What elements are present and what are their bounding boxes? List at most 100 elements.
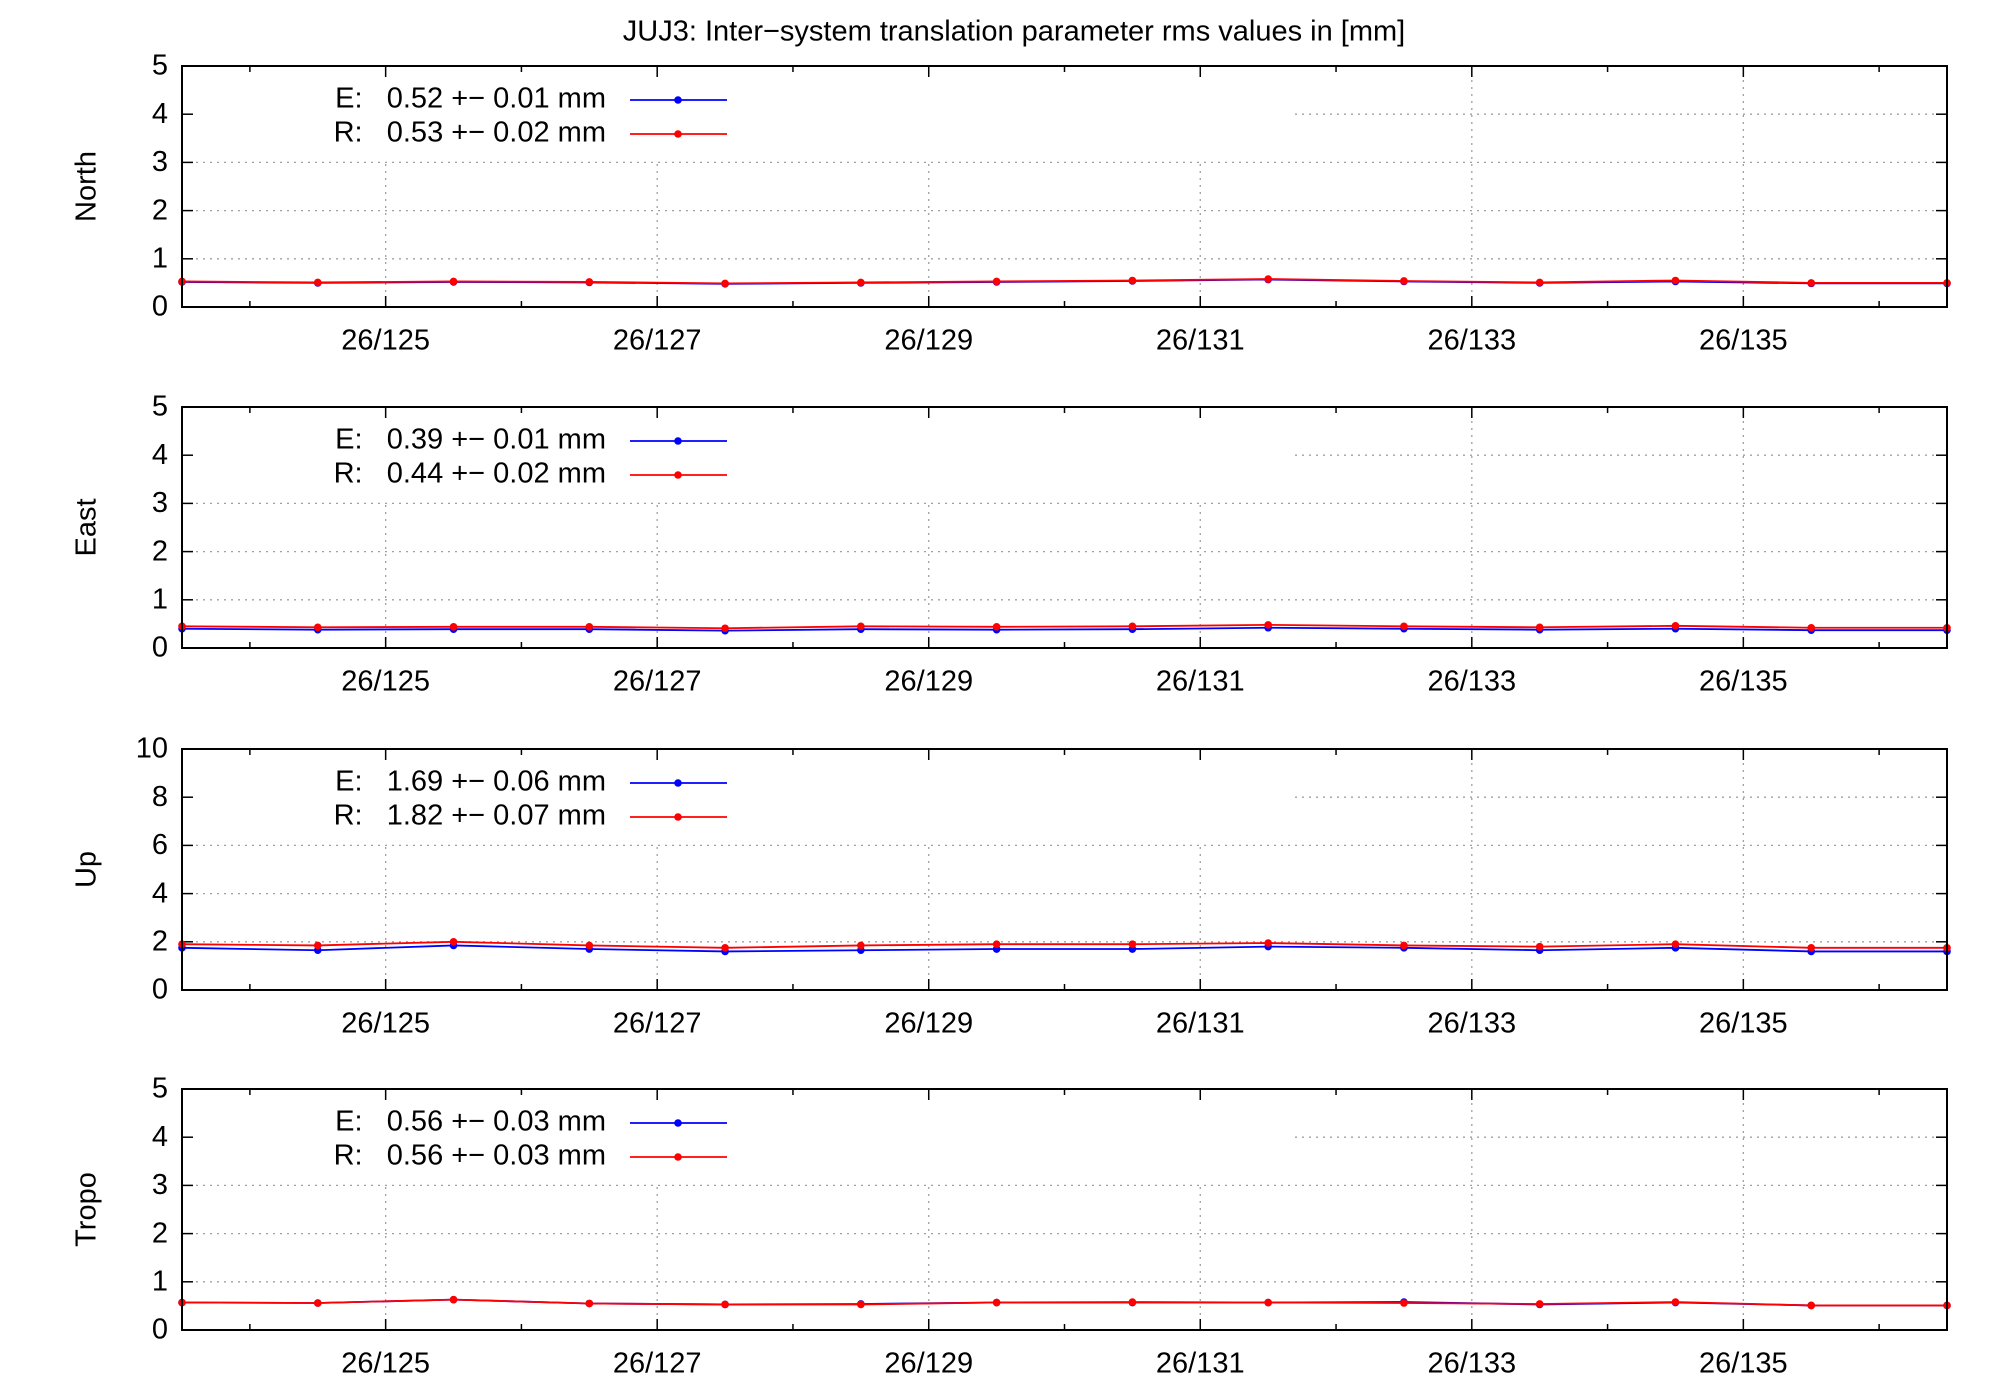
x-tick-label: 26/125 <box>341 1348 430 1380</box>
chart-title: JUJ3: Inter−system translation parameter… <box>623 16 1405 48</box>
x-tick-label: 26/127 <box>613 666 702 698</box>
y-tick-label: 0 <box>152 1314 168 1346</box>
data-point <box>1535 1300 1544 1308</box>
data-point <box>992 622 1001 631</box>
data-point <box>1807 279 1816 287</box>
data-point <box>857 278 865 287</box>
series-line <box>181 944 1947 953</box>
data-point <box>1128 276 1137 285</box>
series-line <box>181 278 1947 285</box>
data-point <box>1671 622 1680 630</box>
data-point <box>1400 1299 1408 1307</box>
x-tick-label: 26/133 <box>1427 1008 1516 1040</box>
plot-frame <box>181 748 1948 991</box>
legend-marker <box>674 813 682 821</box>
data-point <box>1264 621 1272 629</box>
legend-marker <box>674 471 682 479</box>
y-tick-label: 4 <box>152 439 168 471</box>
y-tick-label: 3 <box>152 487 168 519</box>
y-tick-label: 4 <box>152 1121 168 1153</box>
data-point <box>585 278 594 286</box>
data-point <box>1671 940 1680 949</box>
y-tick-label: 0 <box>152 291 168 323</box>
x-tick-label: 26/127 <box>613 1008 702 1040</box>
legend-marker <box>674 437 682 445</box>
data-point <box>1128 1298 1137 1306</box>
y-tick-label: 5 <box>152 391 168 423</box>
data-point <box>1671 1298 1680 1306</box>
data-point <box>721 624 729 633</box>
x-tick-label: 26/125 <box>341 666 430 698</box>
y-tick-label: 10 <box>136 733 168 765</box>
data-point <box>992 940 1001 949</box>
series-line <box>181 623 1947 630</box>
data-point <box>585 622 594 631</box>
y-tick-label: 8 <box>152 781 168 813</box>
data-point <box>449 938 458 946</box>
legend-marker <box>674 779 682 787</box>
y-tick-label: 4 <box>152 98 168 130</box>
legend-box <box>183 1090 1293 1184</box>
data-point <box>1264 939 1272 947</box>
x-tick-label: 26/131 <box>1156 666 1245 698</box>
legend-label: R: 0.53 +− 0.02 mm <box>334 117 606 149</box>
data-point <box>857 622 865 631</box>
legend-marker <box>674 1119 682 1127</box>
data-point <box>313 1299 322 1307</box>
series-line <box>181 1298 1947 1307</box>
y-tick-label: 1 <box>152 1265 168 1297</box>
data-point <box>1264 1298 1272 1307</box>
data-point <box>721 944 729 952</box>
data-point <box>449 622 458 631</box>
legend-label: E: 0.39 +− 0.01 mm <box>335 424 606 456</box>
x-tick-label: 26/125 <box>341 1008 430 1040</box>
y-tick-label: 1 <box>152 583 168 615</box>
data-point <box>1807 623 1816 632</box>
legend-label: R: 1.82 +− 0.07 mm <box>334 800 606 832</box>
y-tick-label: 4 <box>152 877 168 909</box>
data-point <box>857 941 865 950</box>
legend-box <box>183 750 1293 844</box>
series-line <box>181 940 1947 949</box>
y-tick-label: 0 <box>152 632 168 664</box>
y-tick-label: 6 <box>152 829 168 861</box>
legend-marker <box>674 1153 682 1161</box>
y-tick-label: 3 <box>152 146 168 178</box>
data-point <box>1807 1301 1816 1310</box>
data-point <box>585 1299 594 1308</box>
plot-frame <box>181 406 1948 649</box>
x-tick-label: 26/135 <box>1699 1008 1788 1040</box>
x-tick-label: 26/135 <box>1699 325 1788 357</box>
data-point <box>1264 275 1272 283</box>
y-tick-label: 5 <box>152 50 168 82</box>
data-point <box>585 941 594 950</box>
y-axis-label: North <box>71 151 103 222</box>
data-point <box>313 278 322 287</box>
legend-label: E: 0.56 +− 0.03 mm <box>335 1106 606 1138</box>
x-tick-label: 26/127 <box>613 325 702 357</box>
y-tick-label: 2 <box>152 194 168 226</box>
x-tick-label: 26/129 <box>884 666 973 698</box>
x-tick-label: 26/129 <box>884 1008 973 1040</box>
data-point <box>1400 277 1408 285</box>
x-tick-label: 26/133 <box>1427 325 1516 357</box>
x-tick-label: 26/135 <box>1699 666 1788 698</box>
legend-label: R: 0.44 +− 0.02 mm <box>334 458 606 490</box>
y-tick-label: 0 <box>152 974 168 1006</box>
data-point <box>992 277 1001 286</box>
data-point <box>857 1300 865 1309</box>
x-tick-label: 26/131 <box>1156 1008 1245 1040</box>
x-tick-label: 26/127 <box>613 1348 702 1380</box>
x-tick-label: 26/133 <box>1427 666 1516 698</box>
legend-label: E: 1.69 +− 0.06 mm <box>335 766 606 798</box>
y-tick-label: 1 <box>152 242 168 274</box>
data-point <box>721 279 729 288</box>
data-point <box>1807 944 1816 952</box>
legend-marker <box>674 130 682 138</box>
series-line <box>181 626 1947 632</box>
data-point <box>1400 941 1408 950</box>
y-tick-label: 2 <box>152 1217 168 1249</box>
data-point <box>449 1295 458 1304</box>
